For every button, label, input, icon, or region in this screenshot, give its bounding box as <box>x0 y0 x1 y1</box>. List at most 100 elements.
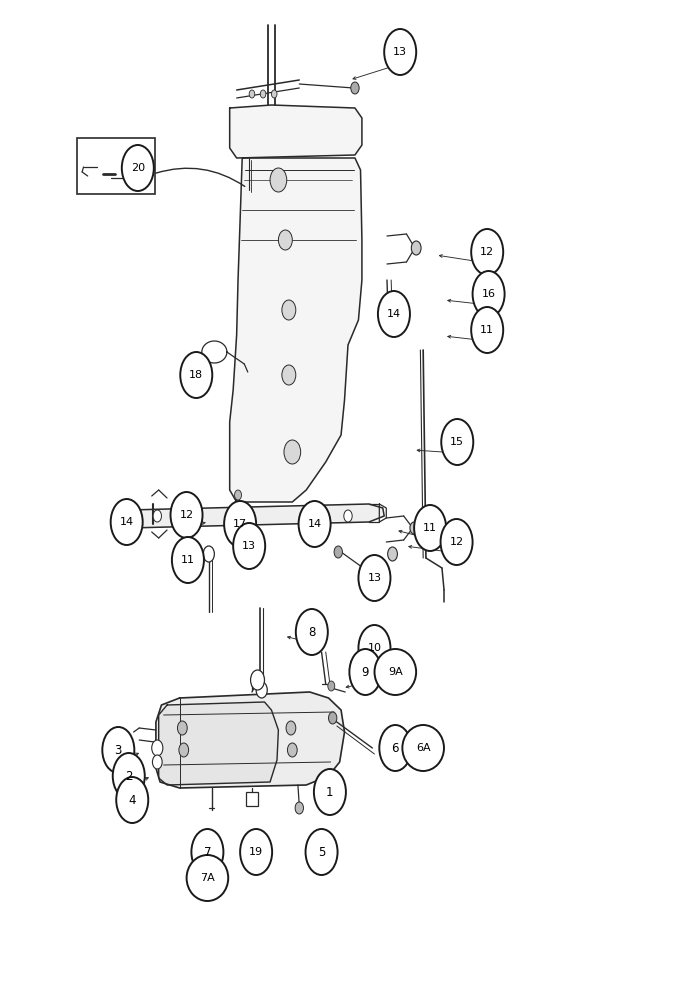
Text: 12: 12 <box>480 247 494 257</box>
Circle shape <box>351 82 359 94</box>
Circle shape <box>179 743 189 757</box>
Text: 18: 18 <box>189 370 203 380</box>
Polygon shape <box>129 504 384 528</box>
Circle shape <box>411 241 421 255</box>
Circle shape <box>271 90 277 98</box>
Text: 20: 20 <box>131 163 145 173</box>
Circle shape <box>473 271 505 317</box>
Circle shape <box>378 291 410 337</box>
Circle shape <box>249 90 255 98</box>
Text: 12: 12 <box>180 510 193 520</box>
Circle shape <box>314 769 346 815</box>
Circle shape <box>116 777 148 823</box>
Circle shape <box>410 522 418 534</box>
Circle shape <box>306 829 338 875</box>
Circle shape <box>295 802 303 814</box>
Circle shape <box>278 230 292 250</box>
Polygon shape <box>230 158 362 502</box>
Circle shape <box>240 829 272 875</box>
Text: 10: 10 <box>367 643 381 653</box>
Circle shape <box>414 505 446 551</box>
Text: 11: 11 <box>423 523 437 533</box>
Circle shape <box>233 523 265 569</box>
Text: 7A: 7A <box>200 873 215 883</box>
Text: 14: 14 <box>308 519 322 529</box>
Circle shape <box>270 168 287 192</box>
Text: 2: 2 <box>125 770 132 782</box>
Text: 7: 7 <box>204 846 211 858</box>
Circle shape <box>172 537 204 583</box>
Text: 15: 15 <box>450 437 464 447</box>
Circle shape <box>441 419 473 465</box>
Circle shape <box>328 681 335 691</box>
Text: 11: 11 <box>181 555 195 565</box>
Circle shape <box>379 725 411 771</box>
Circle shape <box>296 609 328 655</box>
Circle shape <box>113 753 145 799</box>
Circle shape <box>284 440 301 464</box>
Circle shape <box>391 296 397 304</box>
Text: 9A: 9A <box>388 667 403 677</box>
Text: 13: 13 <box>242 541 256 551</box>
Text: 16: 16 <box>482 289 496 299</box>
FancyArrowPatch shape <box>156 168 245 186</box>
Text: 12: 12 <box>450 537 464 547</box>
Circle shape <box>260 90 266 98</box>
Circle shape <box>299 501 331 547</box>
Ellipse shape <box>187 855 228 901</box>
Text: 8: 8 <box>308 626 315 639</box>
Circle shape <box>102 727 134 773</box>
Text: 11: 11 <box>480 325 494 335</box>
Circle shape <box>384 29 416 75</box>
Circle shape <box>153 510 161 522</box>
Ellipse shape <box>374 649 416 695</box>
Circle shape <box>471 229 503 275</box>
Circle shape <box>313 510 321 522</box>
Text: 17: 17 <box>233 519 247 529</box>
Text: 9: 9 <box>362 666 369 678</box>
Circle shape <box>191 829 223 875</box>
Circle shape <box>171 492 203 538</box>
Text: 14: 14 <box>387 309 401 319</box>
Circle shape <box>349 649 381 695</box>
Circle shape <box>256 682 267 698</box>
Polygon shape <box>159 702 278 785</box>
Circle shape <box>282 300 296 320</box>
Polygon shape <box>230 105 362 158</box>
Text: 13: 13 <box>393 47 407 57</box>
Circle shape <box>388 547 397 561</box>
Circle shape <box>203 546 214 562</box>
Text: 19: 19 <box>249 847 263 857</box>
Text: 3: 3 <box>115 744 122 756</box>
Circle shape <box>344 510 352 522</box>
Circle shape <box>388 292 400 308</box>
Circle shape <box>235 490 242 500</box>
Circle shape <box>152 740 163 756</box>
Circle shape <box>122 145 154 191</box>
Text: 13: 13 <box>367 573 381 583</box>
Circle shape <box>287 743 297 757</box>
Text: 4: 4 <box>129 794 136 806</box>
Ellipse shape <box>402 725 444 771</box>
Circle shape <box>329 712 337 724</box>
Circle shape <box>286 721 296 735</box>
Circle shape <box>388 321 397 335</box>
Circle shape <box>152 755 162 769</box>
Circle shape <box>282 365 296 385</box>
Polygon shape <box>156 692 345 788</box>
Circle shape <box>334 546 342 558</box>
FancyBboxPatch shape <box>77 138 155 194</box>
Circle shape <box>177 721 187 735</box>
FancyBboxPatch shape <box>246 792 258 806</box>
Text: 6: 6 <box>392 742 399 754</box>
Circle shape <box>111 499 143 545</box>
Circle shape <box>471 307 503 353</box>
Text: 14: 14 <box>120 517 134 527</box>
Circle shape <box>358 555 390 601</box>
Circle shape <box>232 510 241 522</box>
Text: 1: 1 <box>326 786 333 798</box>
Circle shape <box>180 352 212 398</box>
Circle shape <box>251 670 264 690</box>
Circle shape <box>441 519 473 565</box>
Text: 5: 5 <box>318 846 325 858</box>
